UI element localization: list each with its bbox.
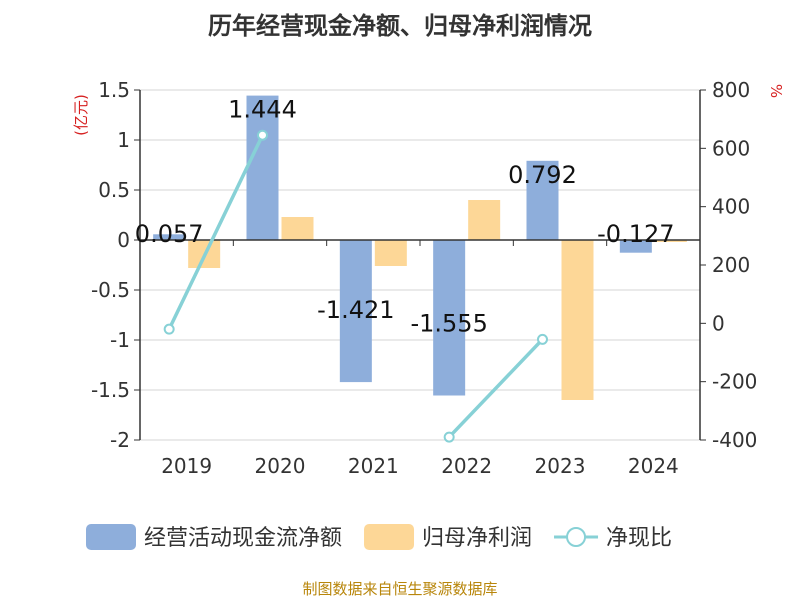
y-left-tick-label: -0.5 — [91, 278, 130, 302]
legend-label: 归母净利润 — [422, 526, 532, 551]
bar-value-label: 1.444 — [228, 96, 297, 124]
grid-lines — [140, 89, 700, 441]
bar — [339, 240, 372, 383]
ratio-point — [257, 129, 268, 141]
y-right-tick-label: -400 — [712, 428, 757, 452]
bar — [619, 240, 652, 253]
y-left-tick-label: 1.5 — [98, 78, 130, 102]
legend: 经营活动现金流净额 归母净利润 净现比 — [86, 524, 672, 551]
y-left-tick-label: -1 — [110, 328, 130, 352]
x-tick-label: 2022 — [441, 454, 492, 478]
legend-marker — [566, 527, 587, 547]
bar — [246, 95, 279, 240]
bars — [153, 95, 687, 400]
y-right-tick-label: 400 — [712, 195, 750, 219]
y-right-tick-label: 800 — [712, 78, 750, 102]
legend-label: 经营活动现金流净额 — [144, 526, 342, 551]
x-tick-label: 2021 — [348, 454, 399, 478]
line-series — [163, 129, 548, 443]
y-left-tick-label: 0.5 — [98, 178, 130, 202]
ratio-point — [163, 323, 175, 335]
y-right-tick-label: 200 — [712, 253, 750, 277]
data-labels: 0.057 1.444 -1.421 -1.555 0.792 -0.127 — [135, 96, 675, 338]
legend-swatch — [364, 524, 415, 550]
ratio-line — [167, 134, 265, 330]
bar-value-label: 0.057 — [135, 220, 204, 248]
bar — [526, 160, 559, 240]
bar-value-label: 0.792 — [508, 161, 577, 189]
ratio-point — [537, 333, 548, 345]
x-tick-label: 2024 — [628, 454, 679, 478]
bar — [374, 240, 407, 266]
y-right-tick-label: 0 — [712, 311, 725, 335]
bar — [281, 217, 314, 240]
bar-value-label: -1.421 — [317, 296, 394, 324]
legend-label: 净现比 — [606, 526, 672, 551]
bar — [153, 234, 186, 240]
bar — [654, 240, 687, 242]
axes: 1.5 1 0.5 0 -0.5 -1 -1.5 -2 800 600 400 200 0 -200 -40… — [72, 78, 785, 478]
legend-swatch — [86, 524, 136, 550]
bar — [561, 240, 594, 400]
y-left-tick-label: 0 — [117, 228, 130, 252]
bar-value-label: -0.127 — [597, 220, 674, 248]
ratio-point — [443, 431, 455, 443]
y-right-tick-label: 600 — [712, 136, 750, 160]
x-tick-label: 2023 — [535, 454, 586, 478]
x-tick-label: 2020 — [255, 454, 306, 478]
bar — [468, 200, 501, 240]
y-right-unit-label: % — [767, 84, 785, 98]
y-left-tick-label: -1.5 — [91, 378, 130, 402]
bar-value-label: -1.555 — [410, 310, 487, 338]
y-left-tick-label: 1 — [117, 128, 130, 152]
y-left-unit-label: (亿元) — [72, 94, 90, 136]
y-right-tick-label: -200 — [712, 370, 757, 394]
bar — [433, 240, 466, 396]
source-note: 制图数据来自恒生聚源数据库 — [302, 580, 498, 598]
x-tick-label: 2019 — [161, 454, 212, 478]
ratio-line — [447, 338, 544, 439]
y-left-tick-label: -2 — [110, 428, 130, 452]
chart-title: 历年经营现金净额、归母净利润情况 — [208, 12, 592, 40]
